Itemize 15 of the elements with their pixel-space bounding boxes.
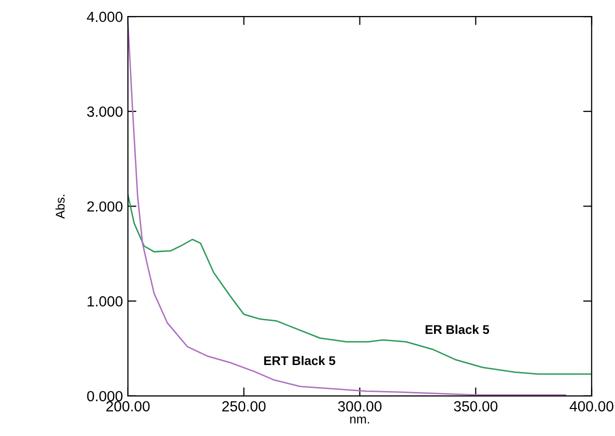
- line-series: [128, 194, 592, 375]
- series-label: ER Black 5: [426, 324, 490, 334]
- x-tick-label: 200.00: [106, 401, 150, 412]
- x-tick-label: 300.00: [338, 401, 382, 412]
- y-tick-label: 2.000: [87, 201, 122, 212]
- y-axis-title: Abs.: [55, 194, 65, 219]
- y-tick-label: 3.000: [87, 106, 122, 117]
- x-tick-label: 250.00: [222, 401, 266, 412]
- y-tick-label: 0.000: [87, 390, 122, 402]
- x-tick-label: 400.00: [570, 401, 614, 412]
- y-tick-label: 1.000: [88, 296, 122, 306]
- x-axis-title: nm.: [350, 416, 370, 424]
- x-tick-label: 350.00: [454, 401, 498, 412]
- series-label: ERT Black 5: [264, 356, 336, 366]
- y-tick-label: 4.000: [86, 12, 122, 22]
